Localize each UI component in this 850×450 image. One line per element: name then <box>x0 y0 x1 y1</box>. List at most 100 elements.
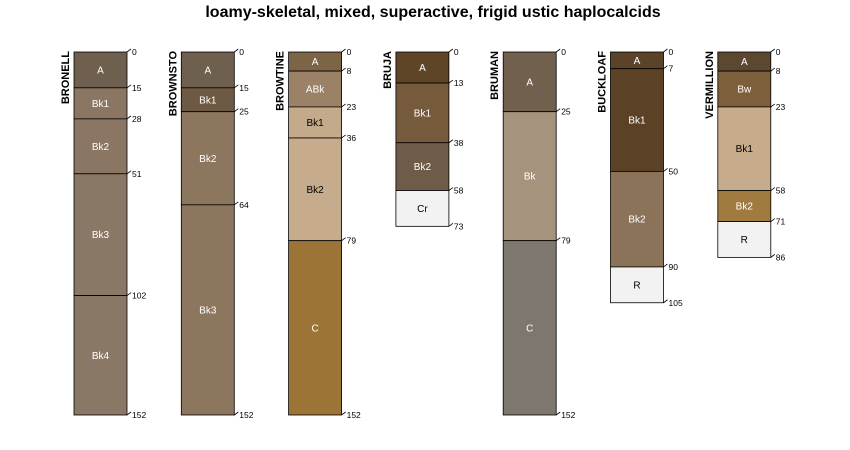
depth-tick <box>126 48 132 53</box>
profile-name: BROWTINE <box>275 51 287 111</box>
horizon-bk2 <box>288 137 343 242</box>
depth-label: 0 <box>347 47 352 57</box>
depth-tick <box>234 201 239 206</box>
horizon-a <box>502 51 557 113</box>
depth-tick <box>234 411 239 416</box>
depth-label: 0 <box>454 47 459 57</box>
depth-tick <box>341 411 346 416</box>
depth-label: 15 <box>239 83 249 93</box>
depth-tick <box>663 299 668 304</box>
horizon-label: A <box>312 57 319 68</box>
depth-tick <box>663 65 668 70</box>
horizon-label: A <box>97 65 104 76</box>
horizon-bk2 <box>395 142 450 191</box>
depth-tick <box>663 263 668 268</box>
depth-label: 25 <box>561 107 571 117</box>
depth-label: 25 <box>239 107 249 117</box>
depth-tick <box>770 103 776 108</box>
horizon-label: Bk3 <box>92 230 110 241</box>
depth-label: 38 <box>454 138 464 148</box>
horizon-a <box>180 51 235 89</box>
horizon-a <box>395 51 450 84</box>
horizon-bk2 <box>717 190 772 222</box>
horizon-label: A <box>741 57 748 68</box>
depth-tick <box>341 237 346 241</box>
depth-label: 23 <box>776 102 786 112</box>
depth-tick <box>126 84 132 89</box>
chart-title: loamy-skeletal, mixed, superactive, frig… <box>205 4 660 21</box>
horizon-bk <box>502 111 557 242</box>
depth-tick <box>770 48 776 53</box>
profile-browtine: BROWTINE A ABk Bk1 Bk2 C 0 8 23 36 79 152 <box>275 47 361 420</box>
horizon-label: Bk1 <box>628 116 646 127</box>
profile-name: BRONELL <box>60 51 72 104</box>
horizon-label: A <box>634 56 641 67</box>
horizon-label: Bk2 <box>736 202 754 213</box>
depth-label: 152 <box>239 410 253 420</box>
profile-bruja: BRUJA A Bk1 Bk2 Cr 0 13 38 58 73 <box>382 47 464 231</box>
horizon-bk1 <box>395 82 450 144</box>
depth-label: 15 <box>132 83 142 93</box>
depth-label: 64 <box>239 200 249 210</box>
horizon-label: R <box>741 235 748 246</box>
horizon-label: Bk <box>524 172 537 183</box>
horizon-label: Bw <box>737 85 752 96</box>
horizon-label: A <box>419 63 426 74</box>
depth-tick <box>126 115 132 120</box>
profile-name: BRUJA <box>382 51 394 89</box>
horizon-label: Bk2 <box>414 162 432 173</box>
profile-bronell: BRONELL A Bk1 Bk2 Bk3 Bk4 0 15 28 51 102 152 <box>60 47 146 420</box>
horizon-label: Bk2 <box>92 142 110 153</box>
depth-label: 152 <box>561 410 575 420</box>
horizon-label: Bk1 <box>736 144 754 155</box>
profile-brownsto: BROWNSTO A Bk1 Bk2 Bk3 0 15 25 64 152 <box>167 47 253 420</box>
horizon-label: Cr <box>417 204 428 215</box>
horizon-cr <box>395 190 450 227</box>
depth-label: 0 <box>132 47 137 57</box>
depth-label: 152 <box>347 410 361 420</box>
depth-label: 28 <box>132 114 142 124</box>
depth-label: 0 <box>669 47 674 57</box>
depth-label: 58 <box>454 186 464 196</box>
depth-tick <box>341 103 346 108</box>
depth-label: 8 <box>776 66 781 76</box>
depth-label: 71 <box>776 217 786 227</box>
depth-label: 7 <box>669 64 674 74</box>
depth-label: 13 <box>454 78 464 88</box>
depth-label: 50 <box>669 166 679 176</box>
profile-name: BRUMAN <box>489 51 501 100</box>
depth-tick <box>234 84 239 89</box>
horizon-bk1 <box>288 106 343 139</box>
horizon-c <box>288 240 343 416</box>
depth-tick <box>770 254 776 258</box>
profile-name: VERMILLION <box>704 51 716 119</box>
horizon-bk3 <box>180 204 235 416</box>
depth-label: 79 <box>561 236 571 246</box>
horizon-bk1 <box>610 68 664 172</box>
horizon-bw <box>717 70 772 108</box>
horizon-label: Bk2 <box>306 185 324 196</box>
horizon-label: Bk2 <box>199 154 217 165</box>
depth-label: 0 <box>561 47 566 57</box>
horizon-bk4 <box>73 295 128 416</box>
horizon-bk3 <box>73 173 128 296</box>
horizon-label: ABk <box>306 85 325 96</box>
depth-label: 0 <box>776 47 781 57</box>
depth-tick <box>663 48 668 53</box>
depth-label: 90 <box>669 262 679 272</box>
depth-tick <box>555 48 561 53</box>
horizon-r <box>717 221 772 258</box>
depth-tick <box>555 237 561 241</box>
depth-tick <box>234 48 239 53</box>
profile-buckloaf: BUCKLOAF A Bk1 Bk2 R 0 7 50 90 105 <box>597 47 683 308</box>
depth-tick <box>663 168 668 172</box>
depth-tick <box>770 218 776 222</box>
horizon-bk2 <box>73 118 128 175</box>
horizon-bk1 <box>717 106 772 191</box>
depth-tick <box>770 67 776 72</box>
depth-label: 73 <box>454 221 464 231</box>
depth-label: 102 <box>132 291 146 301</box>
depth-tick <box>448 79 454 84</box>
horizon-label: Bk3 <box>199 305 217 316</box>
depth-label: 79 <box>347 236 357 246</box>
